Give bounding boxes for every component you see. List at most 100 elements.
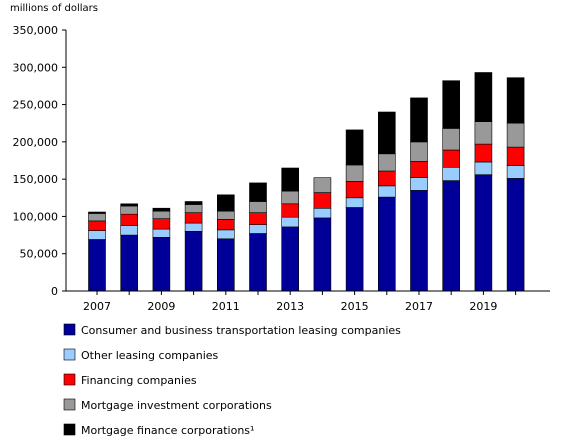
bar-segment (474, 161, 493, 175)
bar-segment (120, 203, 138, 207)
bar-segment (474, 72, 493, 123)
bar-segment (184, 201, 203, 205)
bar-segment (442, 166, 461, 181)
bar-segment (281, 190, 300, 205)
bar-segment (152, 228, 171, 238)
y-tick-label: 300,000 (13, 61, 59, 74)
bar-segment (88, 211, 106, 214)
legend: Consumer and business transportation lea… (63, 323, 401, 437)
bar-segment (506, 165, 525, 179)
x-tick-label: 2009 (147, 300, 175, 313)
bar-segment (506, 146, 525, 167)
x-tick-label: 2019 (469, 300, 497, 313)
bar-segment (410, 141, 428, 162)
legend-label: Mortgage finance corporations¹ (81, 424, 254, 437)
bar-segment (249, 224, 267, 234)
bar-segment (217, 194, 235, 212)
bar-segment (442, 80, 461, 129)
bar-segment (88, 230, 106, 240)
x-tick-label: 2017 (405, 300, 433, 313)
y-tick-label: 250,000 (13, 99, 59, 112)
legend-label: Mortgage investment corporations (81, 399, 272, 412)
bar-segment (474, 143, 493, 163)
bar-segment (249, 212, 267, 225)
axes (65, 30, 550, 292)
bar-segment (442, 180, 461, 292)
legend-swatch (63, 323, 76, 336)
y-tick-label: 150,000 (13, 173, 59, 186)
legend-label: Financing companies (81, 374, 197, 387)
bar-segment (345, 207, 364, 292)
y-axis-ticks: 0 50,000 100,000 150,000 200,000 250,000 300,0… (13, 24, 66, 298)
bar-segment (313, 207, 332, 219)
bar-segment (313, 177, 332, 193)
bar-segment (281, 203, 300, 218)
bar-segment (249, 182, 267, 202)
bar-segment (217, 238, 235, 292)
bar-segment (345, 197, 364, 208)
x-axis-ticks: 2007 2009 2011 2013 2015 2017 2019 (83, 291, 517, 313)
bar-segment (474, 174, 493, 292)
bar-segment (152, 237, 171, 292)
bar-segment (217, 210, 235, 220)
bar-segment (410, 160, 428, 178)
bar-segment (217, 219, 235, 231)
bar-segment (313, 192, 332, 209)
bar-segment (442, 128, 461, 151)
bar-segment (249, 233, 267, 292)
bar-segment (345, 129, 364, 166)
bar-segment (88, 213, 106, 222)
legend-swatch (63, 373, 76, 386)
legend-swatch (63, 423, 76, 436)
bar-segment (120, 234, 138, 292)
y-tick-label: 200,000 (13, 136, 59, 149)
bar-segment (88, 220, 106, 231)
x-tick-label: 2013 (276, 300, 304, 313)
bar-segment (184, 212, 203, 224)
y-tick-label: 100,000 (13, 210, 59, 223)
bar-segment (249, 201, 267, 213)
bar-segment (410, 97, 428, 143)
y-tick-label: 0 (51, 285, 58, 298)
bar-segment (377, 170, 396, 187)
bar-segment (281, 167, 300, 192)
legend-swatch (63, 348, 76, 361)
bar-segment (506, 178, 525, 292)
bars (88, 72, 525, 292)
x-tick-label: 2015 (341, 300, 369, 313)
bar-segment (184, 204, 203, 213)
bar-segment (410, 177, 428, 191)
bar-segment (410, 190, 428, 292)
bar-segment (474, 121, 493, 145)
bar-segment (345, 181, 364, 199)
bar-segment (152, 210, 171, 219)
bar-segment (313, 217, 332, 292)
y-tick-label: 350,000 (13, 24, 59, 37)
bar-segment (506, 77, 525, 124)
legend-label: Other leasing companies (81, 349, 219, 362)
bar-segment (217, 229, 235, 240)
bar-segment (120, 205, 138, 215)
y-tick-label: 50,000 (20, 248, 59, 261)
bar-segment (377, 111, 396, 155)
bar-segment (152, 218, 171, 230)
bar-segment (281, 216, 300, 228)
bar-segment (345, 164, 364, 182)
bar-segment (377, 196, 396, 292)
bar-segment (152, 207, 171, 212)
y-axis-unit-label: millions of dollars (10, 3, 98, 14)
bar-segment (377, 153, 396, 172)
bar-segment (442, 149, 461, 168)
bar-segment (377, 185, 396, 198)
bar-segment (88, 239, 106, 292)
x-tick-label: 2011 (212, 300, 240, 313)
legend-swatch (63, 398, 76, 411)
bar-segment (120, 225, 138, 236)
bar-segment (184, 222, 203, 232)
bar-segment (506, 122, 525, 148)
x-tick-label: 2007 (83, 300, 111, 313)
bar-segment (184, 231, 203, 292)
legend-label: Consumer and business transportation lea… (81, 324, 401, 337)
bar-segment (281, 226, 300, 292)
